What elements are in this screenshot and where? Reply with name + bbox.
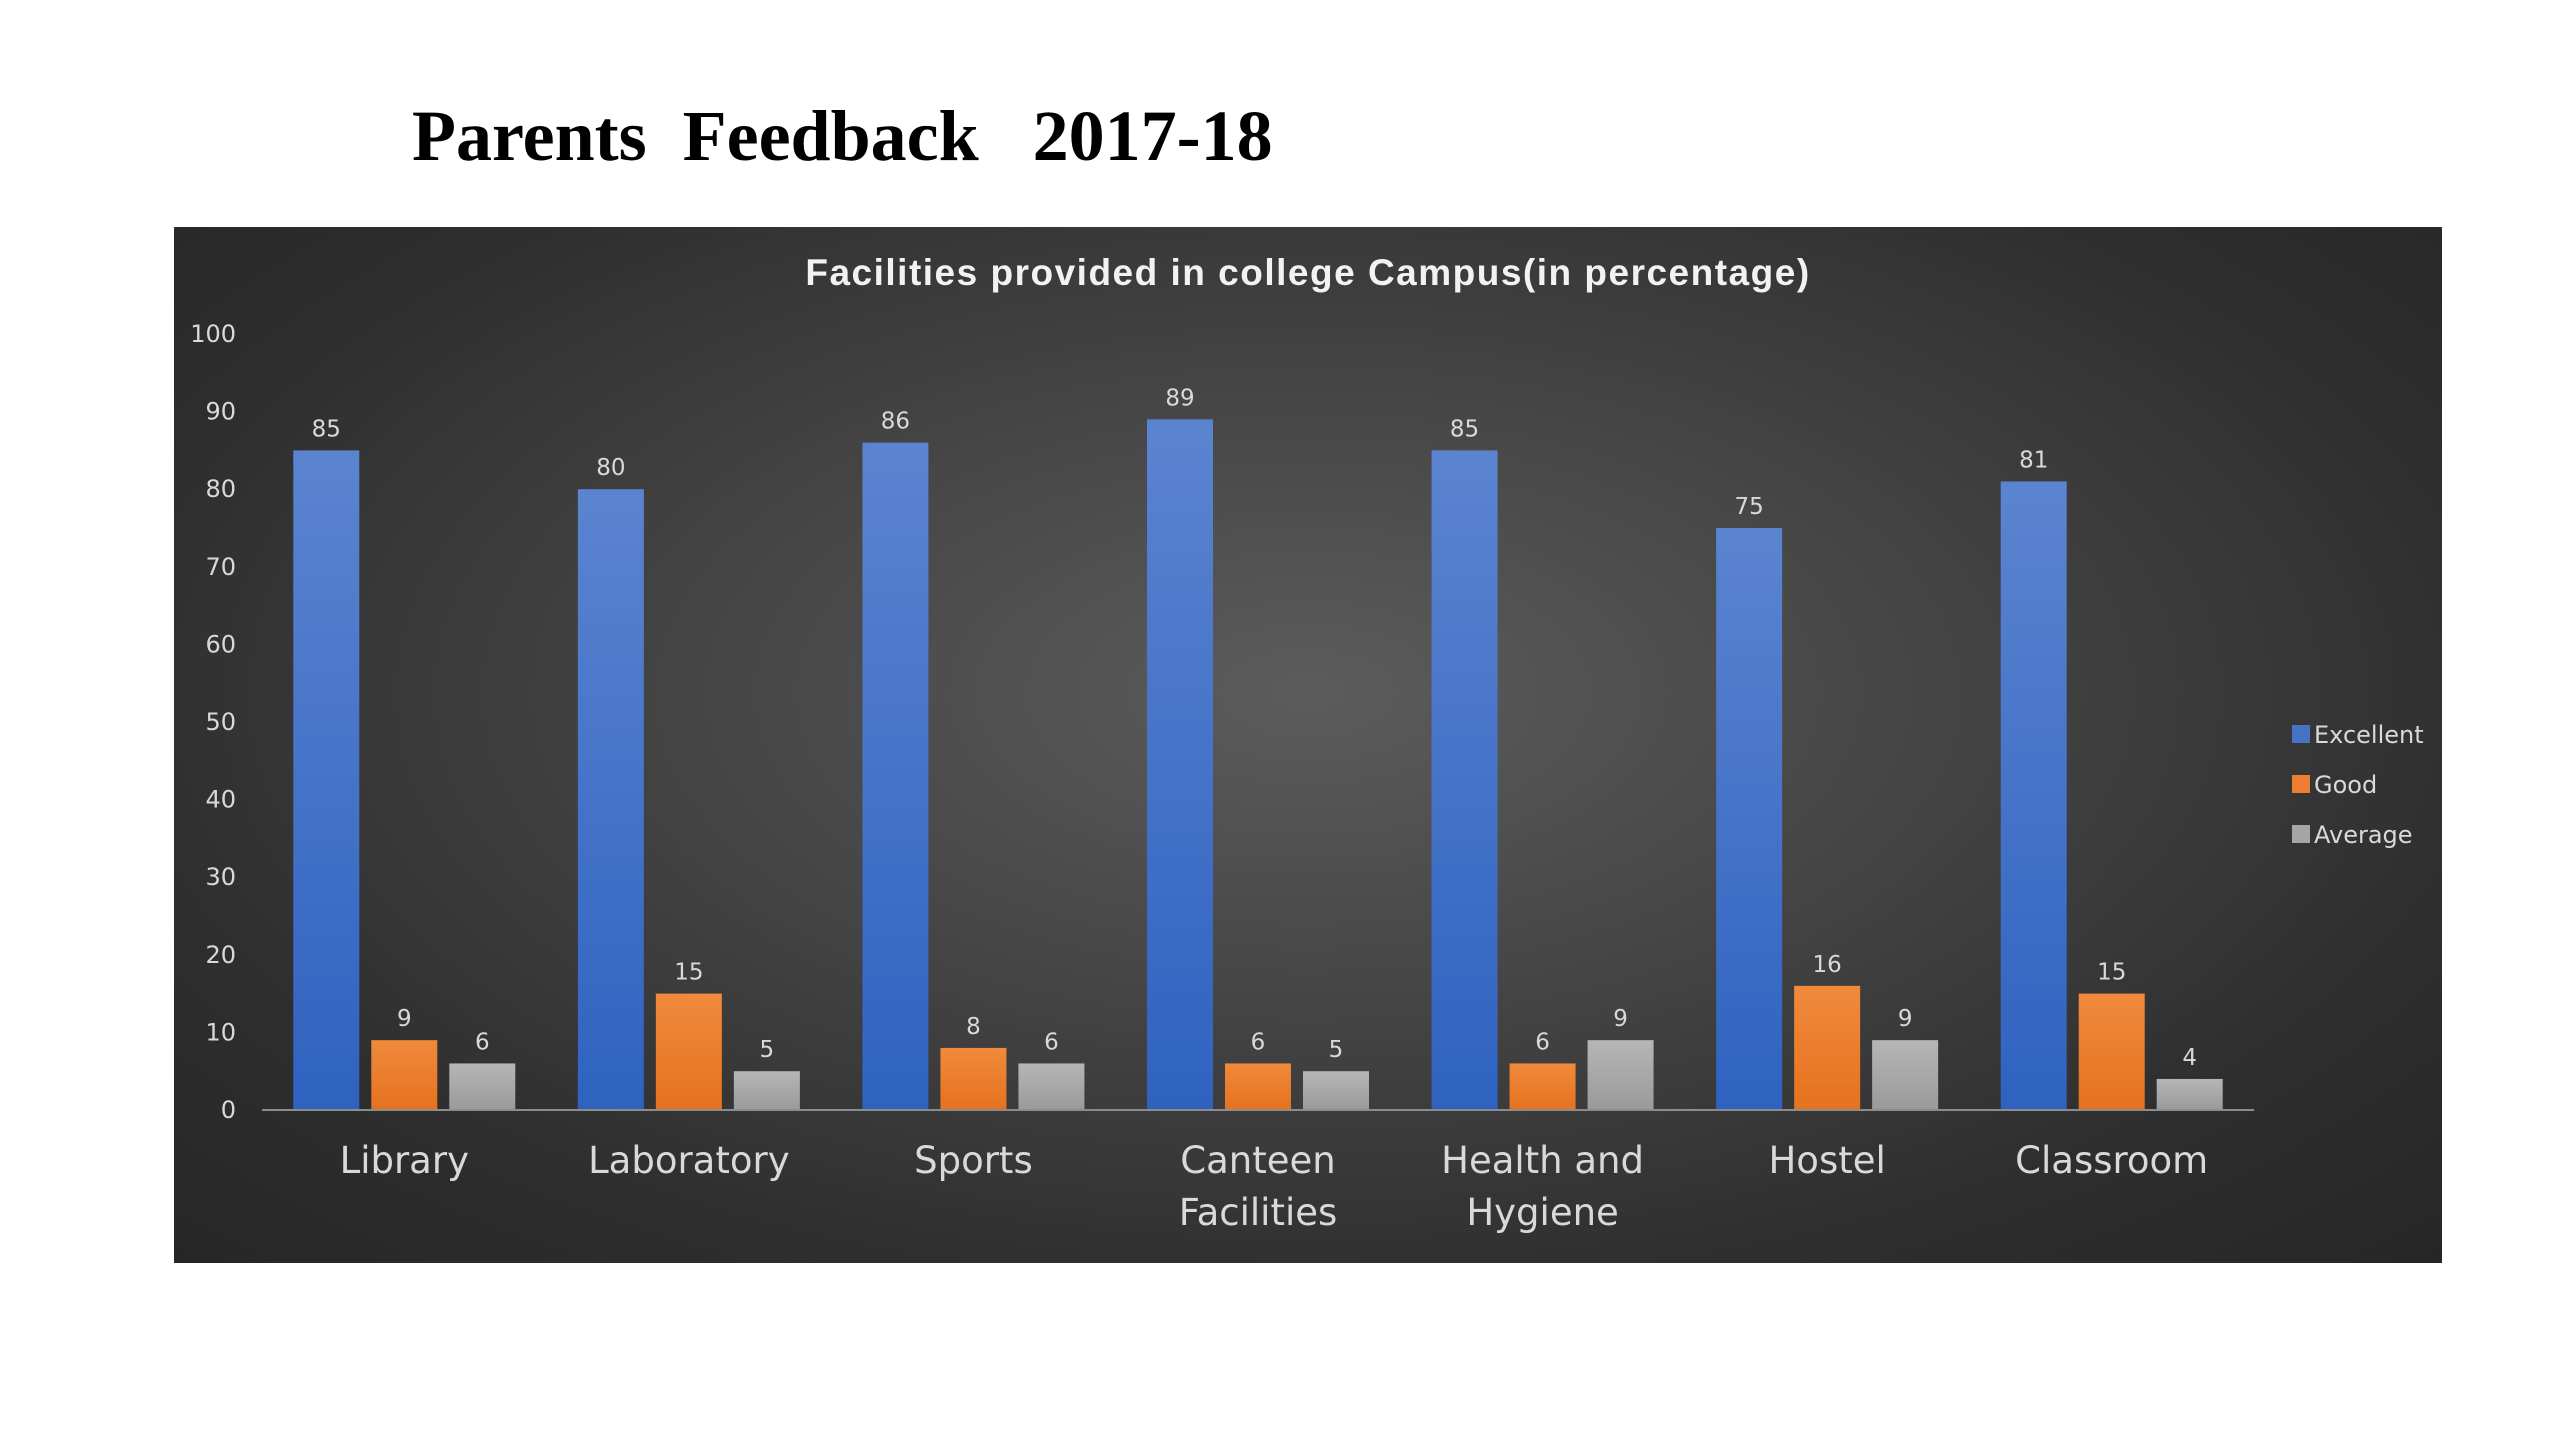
chart-title: Facilities provided in college Campus(in… bbox=[805, 252, 1810, 293]
y-tick-label: 0 bbox=[221, 1096, 236, 1124]
data-label: 9 bbox=[397, 1006, 412, 1032]
category-label: Library bbox=[340, 1139, 469, 1182]
data-label: 6 bbox=[1251, 1029, 1266, 1055]
category-label: Facilities bbox=[1179, 1191, 1338, 1234]
bar-good bbox=[1225, 1063, 1291, 1110]
data-label: 4 bbox=[2182, 1045, 2197, 1071]
bar-average bbox=[2156, 1078, 2223, 1110]
y-axis: 0 10 20 30 40 50 60 70 80 90 100 bbox=[190, 320, 236, 1124]
y-tick-label: 40 bbox=[205, 786, 236, 814]
bar-excellent bbox=[1147, 419, 1213, 1110]
data-label: 86 bbox=[881, 409, 910, 435]
data-label: 8 bbox=[966, 1014, 981, 1040]
data-label: 80 bbox=[596, 455, 625, 481]
legend: Excellent Good Average bbox=[2292, 721, 2424, 849]
y-tick-label: 90 bbox=[205, 398, 236, 426]
bar-average bbox=[1303, 1071, 1369, 1110]
bar-good bbox=[1794, 985, 1861, 1110]
bar-average bbox=[733, 1071, 800, 1110]
bar-average bbox=[1587, 1040, 1654, 1110]
bar-excellent bbox=[577, 489, 644, 1110]
category-label: Hygiene bbox=[1466, 1191, 1618, 1234]
bar-average bbox=[1872, 1040, 1939, 1110]
data-label: 85 bbox=[312, 416, 341, 442]
category-label: Laboratory bbox=[588, 1139, 790, 1182]
data-label: 6 bbox=[1535, 1029, 1550, 1055]
data-label: 9 bbox=[1613, 1006, 1628, 1032]
bar-good bbox=[371, 1040, 438, 1110]
legend-swatch-good bbox=[2292, 775, 2310, 793]
data-label: 75 bbox=[1735, 494, 1764, 520]
data-label: 81 bbox=[2019, 447, 2048, 473]
data-label: 6 bbox=[475, 1029, 490, 1055]
y-tick-label: 50 bbox=[205, 708, 236, 736]
bar-excellent bbox=[293, 450, 360, 1110]
bar-good bbox=[655, 993, 722, 1110]
data-label: 5 bbox=[760, 1037, 775, 1063]
bar-good bbox=[940, 1047, 1007, 1110]
x-axis: Library Laboratory Sports Canteen Facilities… bbox=[262, 1109, 2254, 1234]
y-tick-label: 30 bbox=[205, 863, 236, 891]
legend-swatch-excellent bbox=[2292, 725, 2310, 743]
legend-swatch-average bbox=[2292, 825, 2310, 843]
category-label: Hostel bbox=[1768, 1139, 1885, 1182]
data-label: 15 bbox=[2097, 960, 2126, 986]
bar-excellent bbox=[862, 442, 929, 1110]
y-tick-label: 10 bbox=[205, 1018, 236, 1046]
bar-average bbox=[1018, 1063, 1085, 1110]
legend-label-excellent: Excellent bbox=[2314, 721, 2424, 749]
y-tick-label: 80 bbox=[205, 475, 236, 503]
y-tick-label: 100 bbox=[190, 320, 236, 348]
legend-label-average: Average bbox=[2314, 821, 2413, 849]
bar-chart: Facilities provided in college Campus(in… bbox=[190, 252, 2424, 1234]
bar-average bbox=[449, 1063, 516, 1110]
bar-excellent bbox=[2000, 481, 2067, 1110]
page-title: Parents Feedback 2017-18 bbox=[412, 96, 1273, 176]
data-label: 6 bbox=[1044, 1029, 1059, 1055]
chart-panel: Facilities provided in college Campus(in… bbox=[174, 227, 2442, 1263]
bar-excellent bbox=[1716, 528, 1783, 1110]
category-label: Canteen bbox=[1180, 1139, 1335, 1182]
bar-excellent bbox=[1431, 450, 1498, 1110]
legend-label-good: Good bbox=[2314, 771, 2377, 799]
category-label: Sports bbox=[914, 1139, 1033, 1182]
data-label: 5 bbox=[1329, 1037, 1344, 1063]
y-tick-label: 20 bbox=[205, 941, 236, 969]
data-label: 85 bbox=[1450, 416, 1479, 442]
bar-good bbox=[1509, 1063, 1576, 1110]
data-label: 89 bbox=[1165, 385, 1194, 411]
y-tick-label: 70 bbox=[205, 553, 236, 581]
category-label: Classroom bbox=[2015, 1139, 2208, 1182]
bar-good bbox=[2078, 993, 2145, 1110]
y-tick-label: 60 bbox=[205, 630, 236, 658]
data-label: 16 bbox=[1813, 952, 1842, 978]
data-label: 15 bbox=[674, 960, 703, 986]
category-label: Health and bbox=[1441, 1139, 1644, 1182]
data-label: 9 bbox=[1898, 1006, 1913, 1032]
